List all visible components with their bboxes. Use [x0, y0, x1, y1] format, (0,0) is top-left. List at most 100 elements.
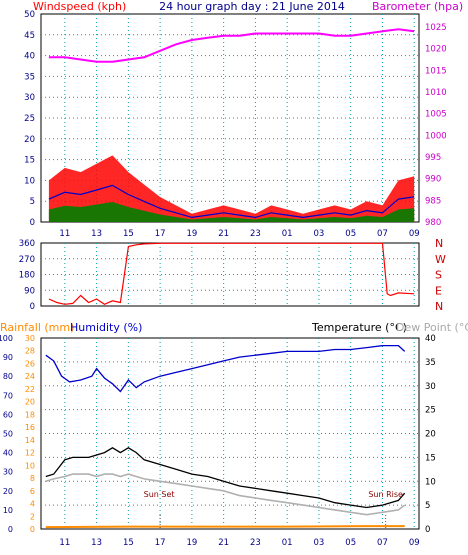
y-tick-label: 40 [24, 52, 35, 62]
humidity-tick-label: 80 [3, 372, 13, 381]
x-tick-label: 17 [155, 538, 166, 548]
compass-label: N [435, 300, 443, 313]
x-tick-label: 13 [91, 229, 102, 239]
x-tick-label: 01 [282, 229, 293, 239]
y2-tick-label: 1000 [425, 131, 447, 141]
rainfall-tick-label: 6 [30, 487, 35, 496]
y2-tick-label: 1010 [425, 88, 447, 98]
rainfall-tick-label: 26 [25, 359, 35, 368]
rainfall-tick-label: 10 [25, 461, 35, 470]
rainfall-tick-label: 20 [25, 398, 35, 407]
rainfall-tick-label: 8 [30, 474, 35, 483]
x-tick-label: 23 [250, 229, 261, 239]
y-tick-label: 20 [24, 135, 35, 145]
graph-title: 24 hour graph day : 21 June 2014 [159, 0, 345, 13]
humidity-tick-label: 100 [0, 334, 13, 343]
y-tick-label: 45 [24, 31, 35, 41]
wind-average-line [48, 184, 415, 219]
x-tick-label: 21 [218, 538, 229, 548]
compass-label: N [435, 237, 443, 250]
y-tick-label: 50 [24, 10, 35, 20]
humidity-tick-label: 0 [8, 525, 13, 534]
x-tick-label: 17 [155, 229, 166, 239]
rainfall-line [45, 525, 405, 529]
x-tick-label: 19 [186, 229, 197, 239]
y2-tick-label: 980 [425, 218, 441, 228]
humidity-tick-label: 90 [3, 353, 13, 362]
compass-label: S [435, 269, 442, 282]
wind-barometer-panel: 0510152025303540455098098599099510001005… [24, 10, 446, 239]
y-tick-label: 25 [24, 114, 35, 124]
y-tick-label: 15 [24, 156, 35, 166]
y-tick-label: 0 [30, 218, 35, 228]
x-tick-label: 19 [186, 538, 197, 548]
temperature-tick-label: 15 [425, 453, 436, 463]
rainfall-tick-label: 30 [25, 334, 35, 343]
x-tick-label: 01 [282, 538, 293, 548]
humidity-tick-label: 30 [3, 468, 13, 477]
y2-tick-label: 1025 [425, 23, 447, 33]
x-tick-label: 11 [59, 538, 70, 548]
temperature-humidity-panel: 0102030405060708090100024681012141618202… [0, 334, 436, 548]
x-tick-label: 21 [218, 229, 229, 239]
y2-tick-label: 990 [425, 175, 441, 185]
windspeed-title: Windspeed (kph) [33, 0, 126, 13]
y2-tick-label: 1015 [425, 66, 447, 76]
sun-set-label: Sun Set [144, 490, 175, 499]
temperature-tick-label: 35 [425, 358, 436, 368]
x-tick-label: 03 [314, 538, 325, 548]
rainfall-tick-label: 18 [25, 410, 35, 419]
direction-tick-label: 180 [19, 271, 35, 281]
y2-tick-label: 1005 [425, 110, 447, 120]
compass-label: E [435, 284, 442, 297]
humidity-tick-label: 10 [3, 506, 13, 515]
x-tick-label: 09 [409, 229, 420, 239]
humidity-tick-label: 20 [3, 487, 13, 496]
rainfall-tick-label: 16 [25, 423, 35, 432]
x-tick-label: 15 [123, 229, 134, 239]
x-tick-label: 03 [314, 229, 325, 239]
y-tick-label: 30 [24, 93, 35, 103]
sun-rise-label: Sun Rise [368, 490, 403, 499]
temperature-tick-label: 25 [425, 406, 436, 416]
dew-point-label: Dew Point (°C) [396, 321, 468, 334]
y2-tick-label: 995 [425, 153, 441, 163]
humidity-tick-label: 40 [3, 449, 13, 458]
y-tick-label: 10 [24, 176, 35, 186]
direction-tick-label: 0 [30, 302, 35, 312]
temperature-tick-label: 30 [425, 382, 436, 392]
rainfall-tick-label: 0 [30, 525, 35, 534]
x-tick-label: 05 [345, 538, 356, 548]
dew-point-line [45, 473, 406, 516]
x-tick-label: 09 [409, 538, 420, 548]
direction-tick-label: 360 [19, 239, 35, 249]
rainfall-tick-label: 4 [30, 500, 35, 509]
rainfall-tick-label: 28 [25, 347, 35, 356]
direction-tick-label: 90 [24, 286, 35, 296]
humidity-tick-label: 60 [3, 410, 13, 419]
rainfall-tick-label: 14 [25, 436, 35, 445]
x-tick-label: 13 [91, 538, 102, 548]
temperature-tick-label: 10 [425, 477, 436, 487]
temperature-tick-label: 20 [425, 430, 436, 440]
y2-tick-label: 985 [425, 196, 441, 206]
x-tick-label: 05 [345, 229, 356, 239]
humidity-tick-label: 70 [3, 391, 13, 400]
barometer-title: Barometer (hpa) [372, 0, 463, 13]
direction-line [48, 242, 415, 305]
barometer-line [48, 28, 415, 63]
y-tick-label: 5 [30, 197, 35, 207]
direction-tick-label: 270 [19, 255, 35, 265]
temperature-tick-label: 40 [425, 334, 436, 344]
temperature-line [45, 447, 406, 509]
humidity-label: Humidity (%) [70, 321, 142, 334]
rainfall-tick-label: 12 [25, 449, 35, 458]
humidity-tick-label: 50 [3, 430, 13, 439]
x-tick-label: 07 [377, 229, 388, 239]
x-tick-label: 15 [123, 538, 134, 548]
y2-tick-label: 1020 [425, 45, 447, 55]
x-tick-label: 23 [250, 538, 261, 548]
temperature-label: Temperature (°C) [311, 321, 407, 334]
